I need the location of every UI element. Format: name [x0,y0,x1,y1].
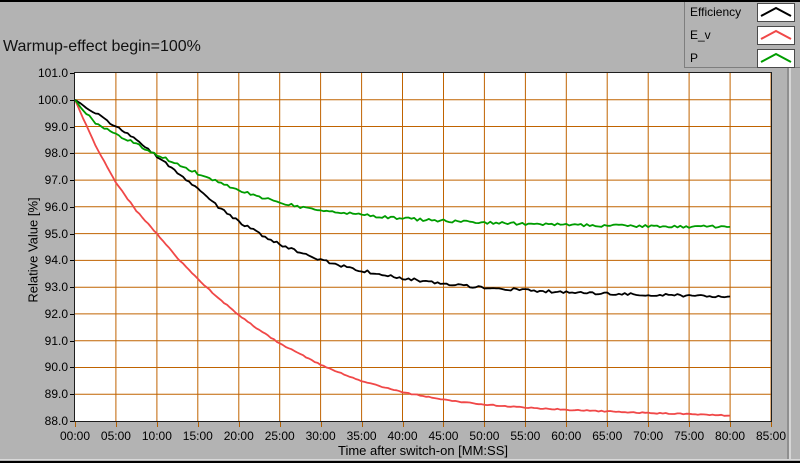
x-tick-label: 80:00 [715,429,746,443]
x-tick-label: 50:00 [469,429,500,443]
x-tick-label: 60:00 [551,429,582,443]
y-tick-mark [70,394,74,396]
legend-label-p: P [690,51,699,65]
legend-label-efficiency: Efficiency [690,5,742,19]
window-right-groove-light [789,66,791,459]
y-tick-label: 89.0 [44,387,68,402]
x-tick-label: 35:00 [346,429,377,443]
x-tick-label: 15:00 [182,429,213,443]
x-axis-title: Time after switch-on [MM:SS] [338,443,508,458]
y-tick-label: 99.0 [44,119,68,134]
x-tick-label: 25:00 [264,429,295,443]
y-tick-mark [70,287,74,289]
x-tick-mark [402,422,404,427]
x-tick-mark [361,422,363,427]
legend-label-ev: E_v [690,28,711,42]
x-tick-label: 45:00 [428,429,459,443]
y-tick-label: 95.0 [44,226,68,241]
chart-title: Warmup-effect begin=100% [3,38,201,55]
x-tick-label: 75:00 [674,429,705,443]
y-tick-mark [70,99,74,101]
y-tick-label: 96.0 [44,199,68,214]
x-tick-mark [771,422,772,427]
x-tick-label: 85:00 [755,429,787,443]
x-tick-mark [115,422,117,427]
y-tick-mark [70,126,74,128]
x-tick-mark [730,422,732,427]
y-tick-mark [70,180,74,182]
legend-line-swatch-p[interactable] [757,49,795,68]
x-tick-mark [238,422,240,427]
y-tick-mark [70,153,74,155]
chart-canvas [75,73,771,421]
y-tick-mark [70,206,74,208]
legend-line-swatch-ev[interactable] [757,26,795,45]
window-top-border [0,0,800,2]
x-tick-mark [156,422,158,427]
y-tick-label: 88.0 [44,414,68,428]
x-tick-mark [566,422,568,427]
window-bottom-highlight [0,459,800,460]
y-tick-label: 94.0 [44,253,68,268]
x-tick-mark [648,422,650,427]
legend-line-swatch-efficiency[interactable] [757,3,795,22]
y-tick-mark [70,340,74,342]
y-tick-mark [70,313,74,315]
x-tick-label: 40:00 [387,429,418,443]
x-tick-mark [484,422,486,427]
x-tick-mark [320,422,322,427]
y-tick-label: 93.0 [44,280,68,295]
y-tick-label: 100.0 [37,92,68,107]
x-tick-mark [197,422,199,427]
x-tick-label: 10:00 [141,429,172,443]
legend-separator-horizontal [684,67,800,68]
x-tick-label: 70:00 [633,429,664,443]
y-tick-label: 90.0 [44,360,68,375]
y-tick-mark [70,260,74,262]
y-tick-mark [70,73,74,74]
x-tick-label: 05:00 [100,429,131,443]
x-tick-mark [607,422,609,427]
y-tick-mark [70,367,74,369]
window-bottom-border [0,461,800,463]
y-tick-label: 98.0 [44,146,68,161]
x-tick-mark [75,422,76,427]
x-tick-label: 20:00 [223,429,254,443]
y-tick-label: 97.0 [44,173,68,188]
y-tick-mark [70,233,74,235]
x-tick-label: 00:00 [59,429,91,443]
x-tick-label: 55:00 [510,429,541,443]
plot-area [74,72,772,422]
x-tick-mark [689,422,691,427]
y-tick-label: 101.0 [37,66,68,80]
x-tick-label: 30:00 [305,429,336,443]
x-tick-mark [443,422,445,427]
x-tick-mark [279,422,281,427]
x-tick-mark [525,422,527,427]
y-tick-mark [70,421,74,422]
x-tick-label: 65:00 [592,429,623,443]
y-axis-title: Relative Value [%] [25,197,41,303]
y-tick-label: 92.0 [44,306,68,321]
window-right-groove-dark [787,66,789,459]
y-tick-label: 91.0 [44,333,68,348]
legend-separator-vertical [684,2,685,67]
